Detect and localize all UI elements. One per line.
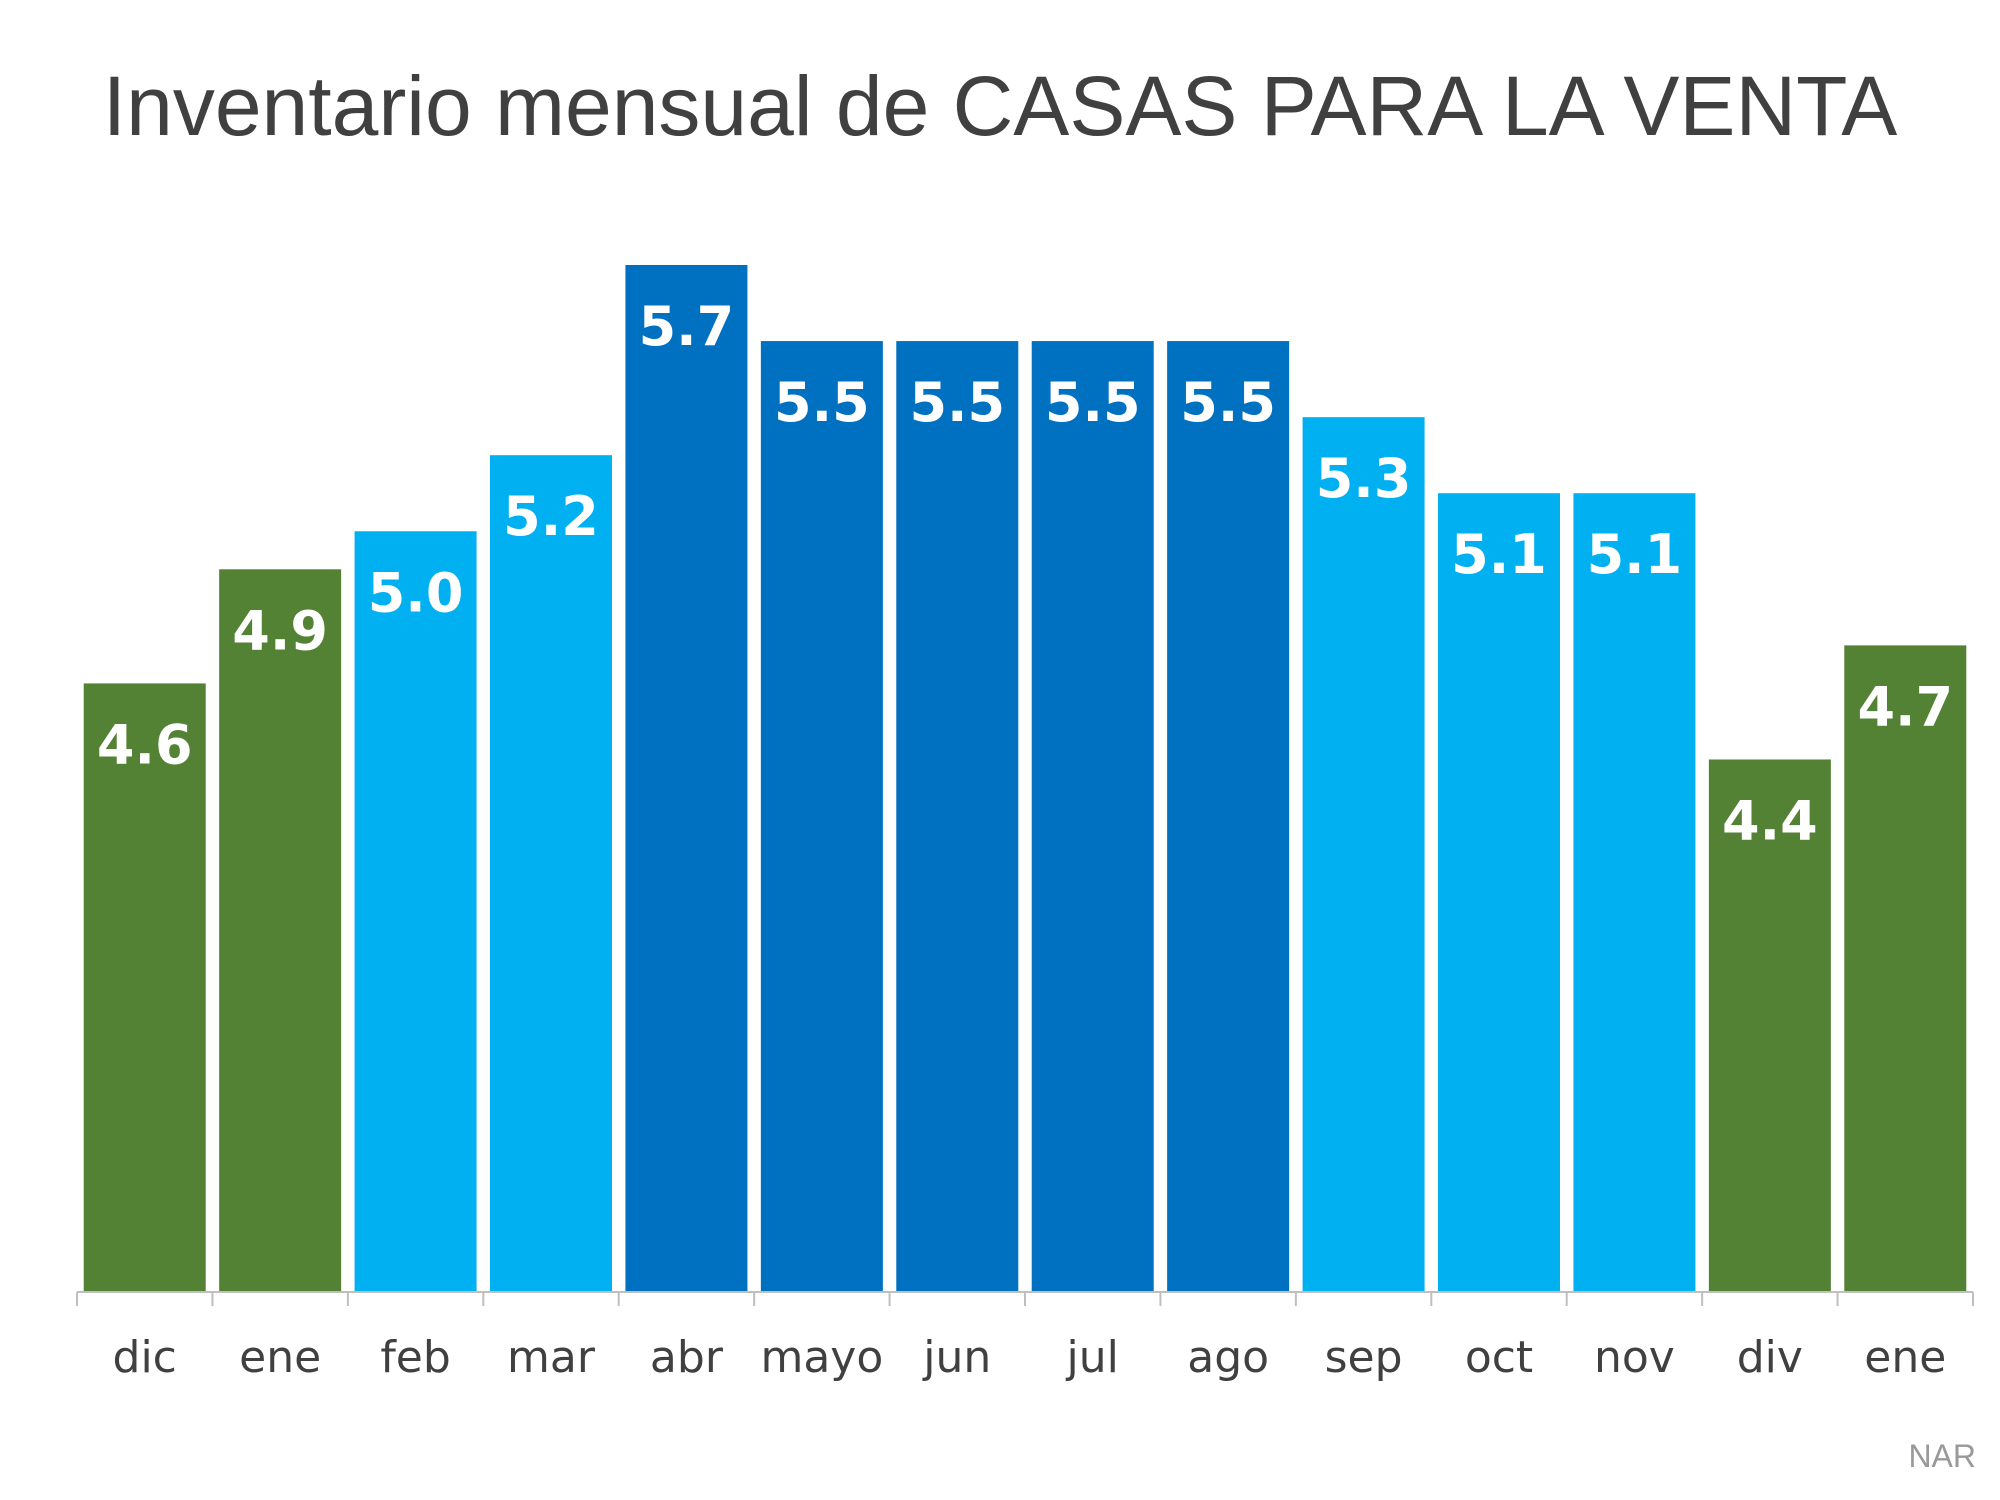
bar-abr-4 — [625, 265, 748, 1292]
data-label: 5.1 — [1587, 523, 1683, 586]
data-label: 5.5 — [774, 371, 870, 434]
x-tick-label: div — [1737, 1332, 1803, 1383]
data-label: 5.1 — [1451, 523, 1547, 586]
bar-dic-0 — [83, 683, 206, 1292]
data-label: 5.5 — [1045, 371, 1141, 434]
x-tick-label: jun — [922, 1332, 991, 1383]
data-label: 5.0 — [368, 561, 464, 624]
data-label: 5.3 — [1316, 447, 1412, 510]
bar-mayo-5 — [760, 341, 883, 1292]
data-label: 5.5 — [909, 371, 1005, 434]
x-tick-label: sep — [1325, 1332, 1403, 1383]
chart-title: Inventario mensual de CASAS PARA LA VENT… — [102, 59, 1898, 153]
data-label: 4.6 — [97, 713, 193, 776]
x-axis — [76, 1291, 1974, 1306]
tick-labels: 4.6 dic 4.9 ene 5.0 feb 5.2 mar 5.7 abr 5.5 mayo 5.5… — [97, 295, 1953, 1383]
bar-ene-13 — [1844, 645, 1967, 1292]
x-tick-label: mayo — [760, 1332, 883, 1383]
data-label: 4.4 — [1722, 789, 1818, 852]
bar-nov-11 — [1573, 493, 1696, 1292]
bar-feb-2 — [354, 531, 477, 1292]
data-label: 5.7 — [639, 295, 735, 358]
bar-jun-6 — [896, 341, 1019, 1292]
bar-ene-1 — [219, 569, 342, 1292]
data-label: 4.7 — [1857, 675, 1953, 738]
x-tick-label: nov — [1594, 1332, 1675, 1383]
bars-layer — [83, 265, 1967, 1292]
data-label: 4.9 — [232, 599, 328, 662]
data-label: 5.2 — [503, 485, 599, 548]
bar-div-12 — [1708, 759, 1831, 1292]
x-tick-label: oct — [1465, 1332, 1533, 1383]
x-tick-label: feb — [380, 1332, 451, 1383]
x-tick-label: jul — [1066, 1332, 1119, 1383]
source-note: NAR — [1908, 1438, 1976, 1474]
x-tick-label: ene — [1864, 1332, 1946, 1383]
bar-ago-8 — [1167, 341, 1290, 1292]
x-tick-label: mar — [507, 1332, 596, 1383]
bar-mar-3 — [490, 455, 612, 1292]
x-tick-label: ago — [1187, 1332, 1269, 1383]
bar-jul-7 — [1031, 341, 1154, 1292]
x-tick-label: abr — [650, 1332, 724, 1383]
bar-oct-10 — [1438, 493, 1560, 1292]
x-tick-label: ene — [239, 1332, 321, 1383]
data-label: 5.5 — [1180, 371, 1276, 434]
bar-sep-9 — [1302, 417, 1425, 1292]
x-tick-label: dic — [113, 1332, 177, 1383]
